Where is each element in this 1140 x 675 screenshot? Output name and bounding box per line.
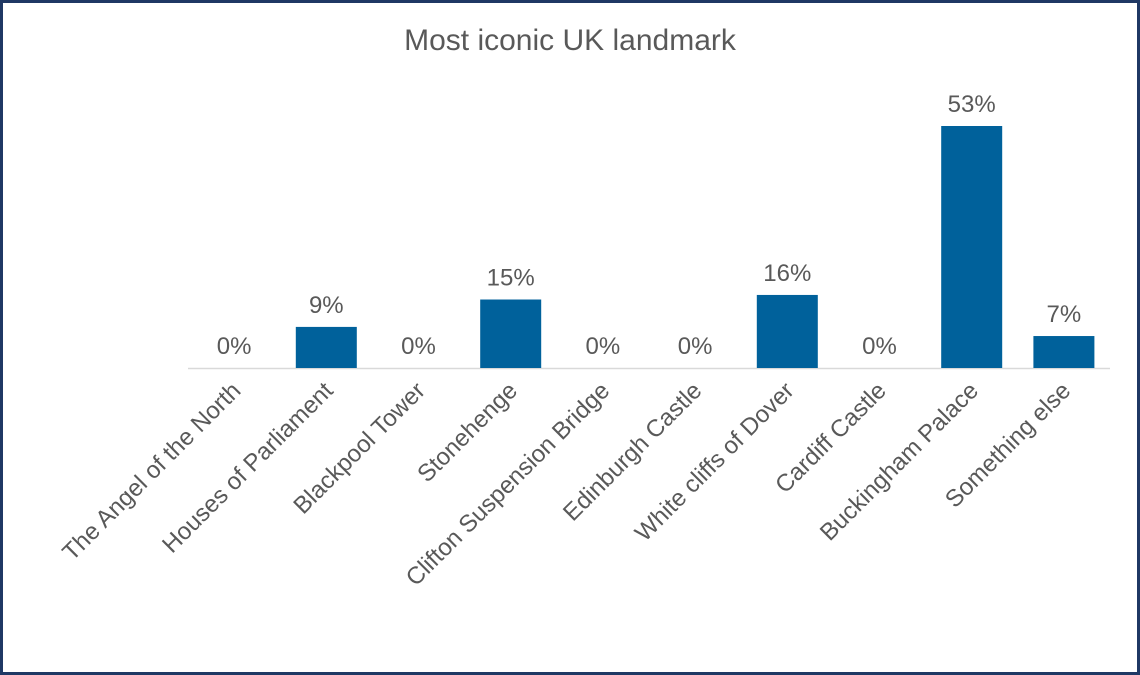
- chart-title: Most iconic UK landmark: [404, 24, 737, 57]
- bar: [756, 294, 818, 368]
- data-label: 0%: [401, 333, 436, 360]
- bar: [295, 326, 357, 368]
- data-label: 9%: [309, 292, 344, 319]
- bar: [941, 126, 1003, 368]
- bar: [480, 299, 542, 368]
- data-label: 0%: [678, 333, 713, 360]
- data-label: 53%: [948, 91, 996, 118]
- data-label: 0%: [217, 333, 252, 360]
- data-label: 0%: [862, 333, 897, 360]
- data-label: 16%: [763, 260, 811, 287]
- bar: [1033, 336, 1095, 368]
- data-label: 7%: [1047, 301, 1082, 328]
- data-label: 15%: [487, 265, 535, 292]
- data-label: 0%: [586, 333, 621, 360]
